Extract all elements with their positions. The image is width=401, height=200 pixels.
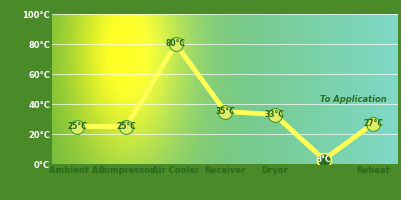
- Text: 3°C: 3°C: [316, 155, 330, 164]
- Text: To Application: To Application: [319, 95, 386, 104]
- Text: 33°C: 33°C: [264, 110, 284, 119]
- Text: 25°C: 25°C: [67, 122, 87, 131]
- Text: 35°C: 35°C: [215, 107, 235, 116]
- Text: 80°C: 80°C: [165, 40, 185, 48]
- Text: 25°C: 25°C: [116, 122, 136, 131]
- Text: 27°C: 27°C: [363, 119, 382, 128]
